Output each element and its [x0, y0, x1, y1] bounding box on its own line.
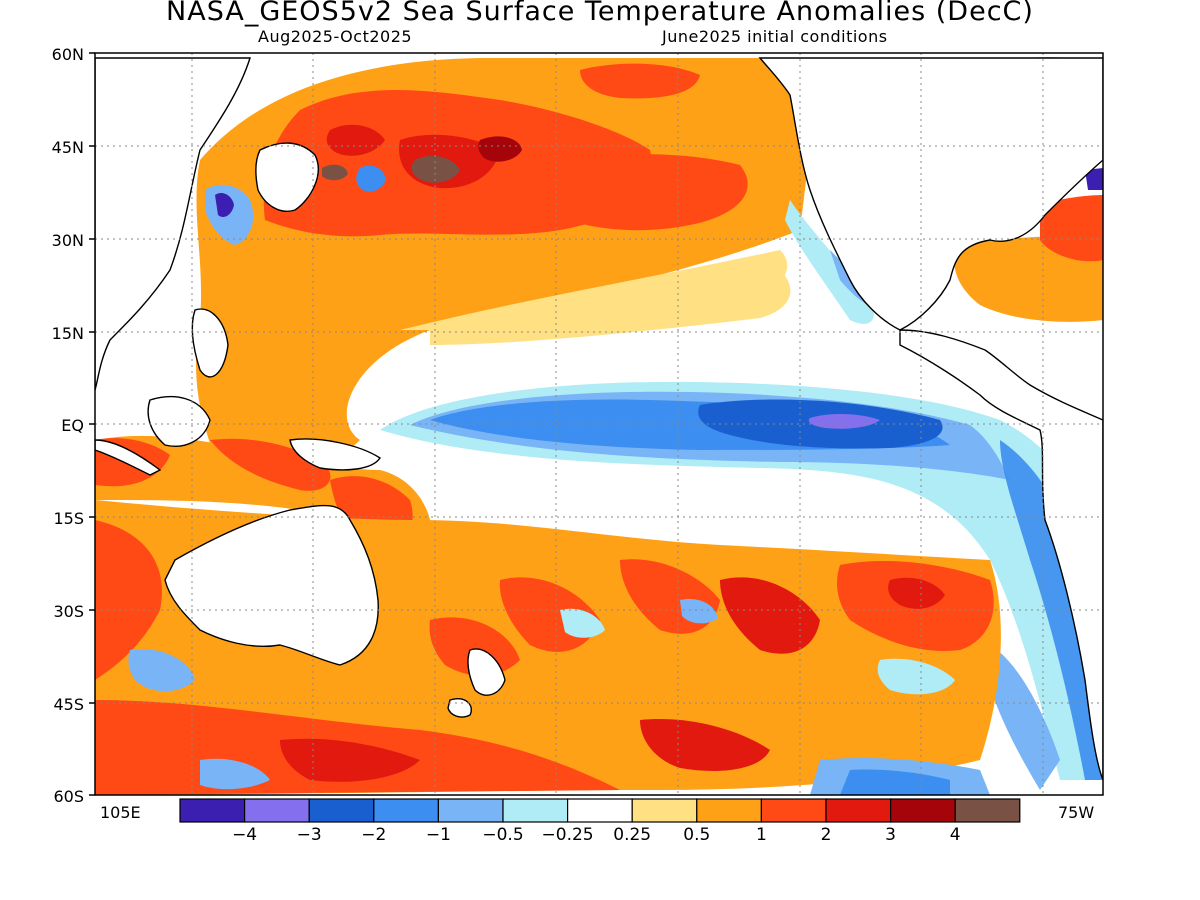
- lon-label-right: 75W: [1058, 803, 1095, 822]
- colorbar-swatch: [308, 798, 375, 823]
- lat-label-30s: 30S: [53, 602, 84, 621]
- lat-label-eq: EQ: [61, 416, 84, 435]
- colorbar-tick-label: 0.25: [613, 825, 651, 845]
- colorbar-tick-label: −0.25: [542, 825, 594, 845]
- colorbar-swatch: [244, 798, 310, 823]
- colorbar-swatch: [889, 798, 956, 823]
- lat-label-15s: 15S: [53, 509, 84, 528]
- colorbar-swatch: [696, 798, 762, 823]
- colorbar-swatch: [502, 798, 569, 823]
- colorbar-tick-label: −4: [232, 825, 257, 845]
- colorbar-swatch: [179, 798, 246, 823]
- lon-label-left: 105E: [100, 803, 141, 822]
- subtitle-period: Aug2025-Oct2025: [258, 27, 413, 46]
- land-mask: [95, 57, 1103, 781]
- colorbar-swatch: [566, 798, 633, 823]
- lat-label-30n: 30N: [52, 231, 84, 250]
- colorbar-tick-label: 0.5: [683, 825, 710, 845]
- chart-title: NASA_GEOS5v2 Sea Surface Temperature Ano…: [166, 0, 1034, 27]
- subtitle-initial-conditions: June2025 initial conditions: [662, 27, 888, 46]
- lat-label-60n: 60N: [52, 45, 84, 64]
- colorbar-swatch: [760, 798, 827, 823]
- colorbar-tick-label: 4: [950, 825, 961, 845]
- colorbar-tick-label: −0.5: [482, 825, 523, 845]
- colorbar-swatch: [373, 798, 439, 823]
- colorbar-tick-label: 2: [821, 825, 832, 845]
- colorbar-swatch: [437, 798, 504, 823]
- colorbar-tick-label: 1: [756, 825, 767, 845]
- colorbar-tick-label: −2: [361, 825, 386, 845]
- colorbar: −4 −3 −2 −1 −0.5 −0.25 0.25 0.5 1 2 3 4: [179, 798, 1021, 845]
- lat-label-15n: 15N: [52, 324, 84, 343]
- lat-ticks: [89, 52, 95, 796]
- colorbar-swatch: [825, 798, 892, 823]
- colorbar-tick-label: −1: [426, 825, 451, 845]
- lat-label-60s: 60S: [53, 787, 84, 806]
- grid-lines: [95, 53, 1103, 795]
- colorbar-tick-label: 3: [885, 825, 896, 845]
- anomaly-field: [95, 53, 1103, 795]
- lat-label-45n: 45N: [52, 138, 84, 157]
- colorbar-tick-label: −3: [297, 825, 322, 845]
- colorbar-swatch: [631, 798, 698, 823]
- lat-label-45s: 45S: [53, 695, 84, 714]
- colorbar-swatch: [954, 798, 1021, 823]
